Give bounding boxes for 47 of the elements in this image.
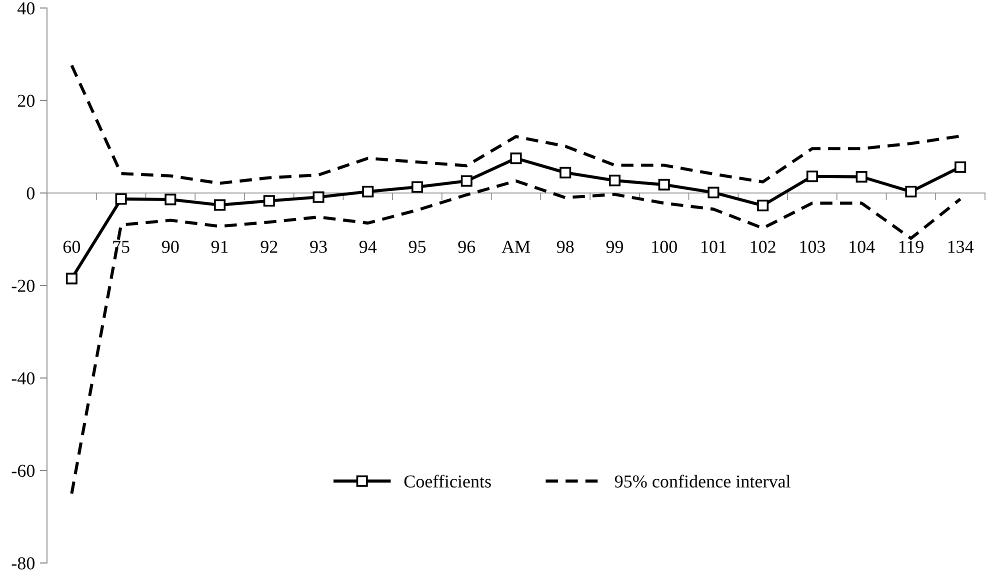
x-tick-label: 93 (310, 240, 327, 253)
y-tick-label: -80 (12, 557, 35, 570)
x-tick-label: 60 (63, 240, 80, 253)
point (164, 194, 176, 206)
x-tick-label: 100 (652, 240, 677, 253)
x-tick-label: AM (502, 240, 530, 253)
point (214, 199, 226, 211)
point (411, 181, 424, 193)
point (460, 175, 472, 187)
x-tick-label: 98 (556, 240, 574, 253)
line-series (70, 64, 962, 185)
x-tick-label: 119 (899, 240, 924, 253)
x-tick-label: 104 (850, 240, 875, 253)
y-tick-label: -20 (12, 280, 35, 292)
x-tick-label: 134 (948, 240, 974, 253)
point (905, 186, 917, 198)
legend-label: 95% confidence interval (614, 474, 790, 488)
x-tick-label: 99 (606, 240, 624, 253)
point (757, 200, 769, 212)
x-tick-label: 91 (211, 240, 228, 253)
y-tick-label: 20 (18, 94, 35, 107)
x-tick-label: 102 (750, 240, 776, 253)
point (954, 161, 966, 173)
x-tick-label: 96 (458, 240, 476, 253)
x-tick-label: 92 (260, 240, 278, 253)
legend-label: Coefficients (404, 474, 491, 488)
point (608, 174, 621, 186)
x-tick-label: 103 (800, 240, 826, 253)
point (312, 191, 324, 203)
y-tick-label: -40 (12, 372, 35, 384)
point (560, 166, 572, 178)
point (510, 152, 522, 164)
point (66, 272, 78, 284)
x-tick-label: 90 (162, 240, 179, 253)
point (362, 186, 374, 198)
point (708, 186, 720, 198)
point (658, 178, 670, 190)
y-tick-label: 0 (26, 187, 35, 200)
x-tick-label: 95 (408, 240, 426, 253)
x-tick-label: 101 (702, 240, 726, 253)
point (806, 170, 818, 182)
y-tick-label: -60 (12, 464, 35, 477)
y-tick-label: 40 (17, 2, 35, 14)
x-tick-label: 94 (359, 240, 377, 253)
point (263, 195, 275, 207)
point (856, 171, 868, 183)
point (115, 193, 127, 205)
